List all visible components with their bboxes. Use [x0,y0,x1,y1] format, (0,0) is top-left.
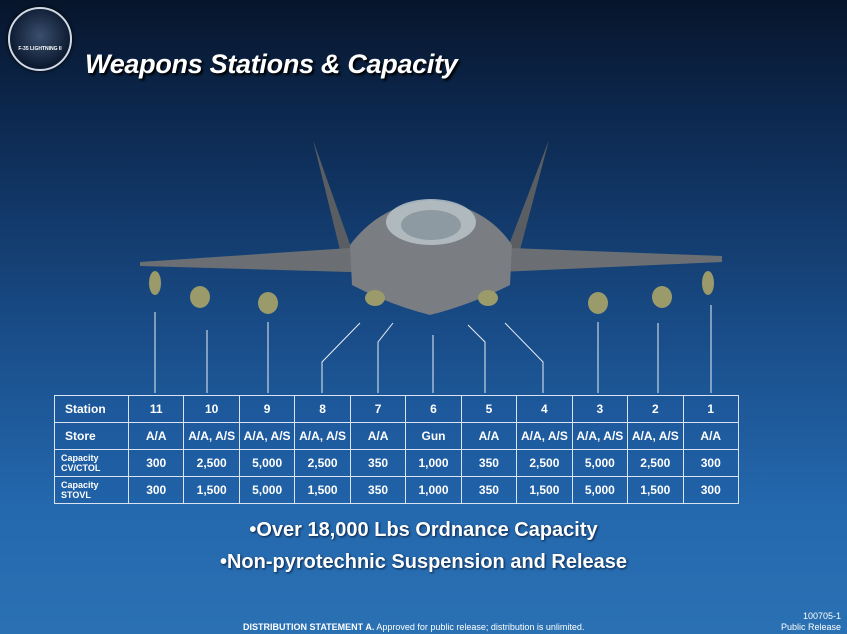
bullet-ordnance-capacity: •Over 18,000 Lbs Ordnance Capacity [249,519,598,541]
row-header: Capacity STOVL [54,476,129,504]
table-cell: A/A, A/S [571,422,629,450]
release-code: 100705-1 Public Release [781,611,841,633]
table-row: Store A/A A/A, A/S A/A, A/S A/A, A/S A/A Gun A/… [54,422,740,450]
table-cell: 10 [183,395,240,423]
row-header: Station [54,395,129,423]
release-label: Public Release [780,622,841,632]
table-cell: A/A [127,422,185,450]
table-row: Capacity CV/CTOL 300 2,500 5,000 2,500 350 1,0… [54,449,740,477]
table-cell: A/A, A/S [238,422,296,450]
page-title: Weapons Stations & Capacity [85,49,458,79]
distribution-statement: DISTRIBUTION STATEMENT A. Approved for p… [243,622,584,632]
table-cell: 1,000 [405,476,462,504]
table-cell: 300 [127,476,185,504]
table-cell: A/A, A/S [183,422,240,450]
table-cell: A/A [682,422,740,450]
table-cell: 5,000 [238,476,296,504]
table-cell: 2,500 [294,449,351,477]
table-cell: 5,000 [571,476,629,504]
logo-text: F-35 LIGHTNING II [18,46,62,52]
store-icons [149,271,714,314]
table-cell: 2 [627,395,684,423]
table-cell: 8 [294,395,351,423]
table-row: Capacity STOVL 300 1,500 5,000 1,500 350 1,000… [54,476,740,504]
table-cell: 5,000 [238,449,296,477]
table-cell: A/A, A/S [294,422,351,450]
table-cell: 1,500 [183,476,240,504]
table-cell: 1,500 [627,476,684,504]
table-cell: 5 [460,395,518,423]
table-cell: 1,000 [405,449,462,477]
table-cell: 2,500 [183,449,240,477]
table-cell: 6 [405,395,462,423]
table-cell: 4 [516,395,573,423]
table-cell: 7 [349,395,407,423]
table-cell: Gun [405,422,462,450]
table-cell: 300 [127,449,185,477]
weapons-stations-table: Station 11 10 9 8 7 6 5 4 3 2 1 Store A/A A/A, A/S A/A,… [54,395,740,504]
table-cell: A/A [460,422,518,450]
table-cell: 11 [127,395,185,423]
table-cell: A/A, A/S [516,422,573,450]
table-cell: 3 [571,395,629,423]
table-cell: 1,500 [294,476,351,504]
table-cell: 350 [460,449,518,477]
table-cell: 300 [682,476,740,504]
table-cell: 1,500 [516,476,573,504]
statement-label: DISTRIBUTION STATEMENT A. [243,622,375,632]
row-header: Store [54,422,129,450]
bullet-suspension-release: •Non-pyrotechnic Suspension and Release [219,551,628,573]
statement-text: Approved for public release; distributio… [374,622,585,632]
table-cell: 2,500 [627,449,684,477]
table-cell: 1 [682,395,740,423]
doc-code: 100705-1 [802,611,841,621]
table-row: Station 11 10 9 8 7 6 5 4 3 2 1 [54,395,740,423]
table-cell: 9 [238,395,296,423]
table-cell: 350 [349,449,407,477]
table-cell: 300 [682,449,740,477]
table-cell: 5,000 [571,449,629,477]
table-cell: A/A [349,422,407,450]
leader-lines [154,305,712,393]
table-cell: 350 [349,476,407,504]
table-cell: 2,500 [516,449,573,477]
table-cell: A/A, A/S [627,422,684,450]
f35-logo: F-35 LIGHTNING II [8,7,72,71]
row-header: Capacity CV/CTOL [54,449,129,477]
table-cell: 350 [460,476,518,504]
